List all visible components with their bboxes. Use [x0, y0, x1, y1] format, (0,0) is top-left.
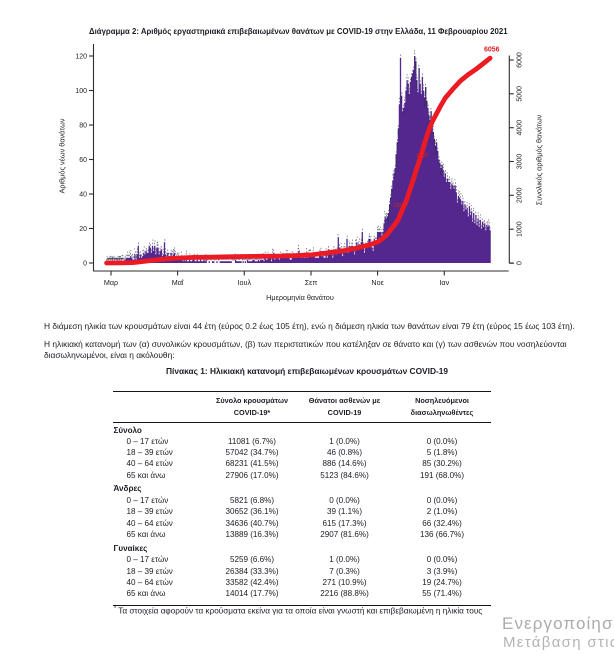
svg-text:Μαρ: Μαρ	[104, 278, 118, 287]
svg-text:5000: 5000	[517, 86, 524, 102]
svg-text:Νοε: Νοε	[371, 278, 384, 287]
svg-text:40: 40	[79, 191, 87, 198]
svg-text:Ιουλ: Ιουλ	[238, 278, 252, 287]
svg-text:1500: 1500	[393, 203, 405, 209]
svg-text:80: 80	[79, 122, 87, 129]
svg-text:1000: 1000	[517, 221, 524, 237]
svg-text:Ημερομηνία θανάτου: Ημερομηνία θανάτου	[266, 293, 334, 302]
svg-text:0: 0	[517, 261, 524, 265]
svg-text:60: 60	[79, 157, 87, 164]
svg-text:3000: 3000	[517, 154, 524, 170]
svg-text:Συνολικός αριθμός θανάτων: Συνολικός αριθμός θανάτων	[535, 114, 544, 205]
svg-text:4000: 4000	[517, 120, 524, 136]
svg-text:120: 120	[75, 53, 87, 60]
svg-text:Αριθμός νέων θανάτων: Αριθμός νέων θανάτων	[58, 118, 67, 193]
svg-text:Ιαν: Ιαν	[439, 278, 449, 287]
svg-text:Μαΐ: Μαΐ	[172, 278, 184, 287]
svg-text:100: 100	[75, 88, 87, 95]
svg-text:2000: 2000	[517, 187, 524, 203]
svg-text:0: 0	[83, 260, 87, 267]
svg-text:6000: 6000	[517, 52, 524, 68]
svg-text:Σεπ: Σεπ	[305, 278, 318, 287]
svg-text:20: 20	[79, 226, 87, 233]
svg-text:6056: 6056	[484, 47, 500, 54]
